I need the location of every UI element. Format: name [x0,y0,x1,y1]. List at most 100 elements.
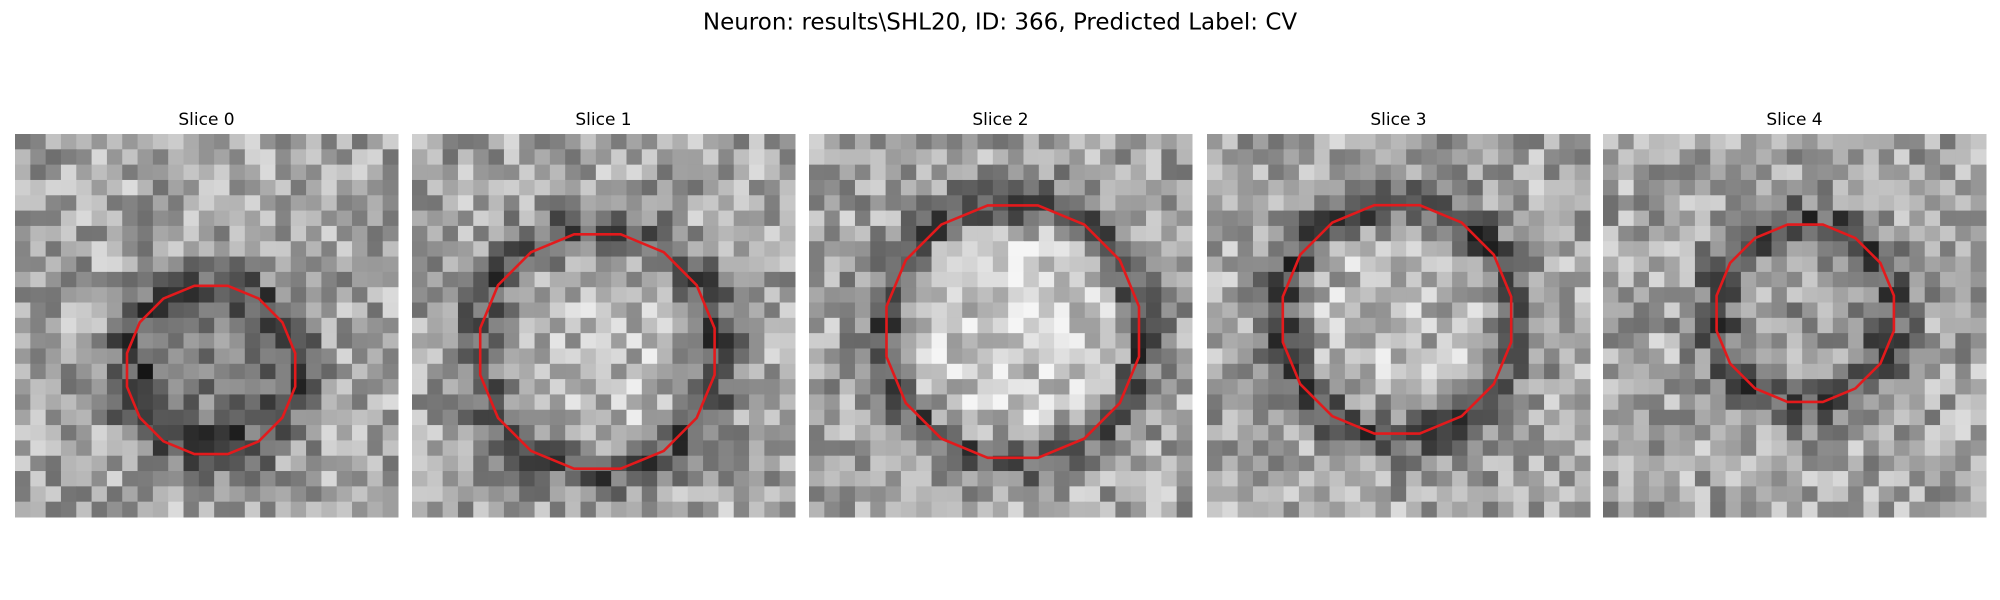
pixel [1924,425,1941,441]
pixel [1054,256,1070,273]
pixel [1498,363,1514,380]
panel-title: Slice 2 [972,110,1028,130]
pixel [870,455,887,472]
pixel [931,134,948,150]
pixel [1970,287,1987,304]
pixel [916,179,933,196]
pixel [900,425,917,441]
pixel [1100,149,1116,166]
pixel [1817,440,1834,457]
pixel [306,440,322,457]
pixel [1664,409,1681,426]
pixel [60,164,77,181]
pixel [306,179,322,196]
pixel [457,455,474,472]
pixel [1863,440,1880,457]
pixel [457,440,474,457]
pixel [779,348,796,365]
pixel [779,149,796,166]
pixel [885,134,902,150]
pixel [275,287,292,304]
pixel [1740,149,1757,166]
pixel [1161,256,1178,273]
pixel [367,149,384,166]
pixel [1222,179,1239,196]
pixel [626,348,643,365]
pixel [1008,409,1024,426]
pixel [687,471,704,487]
pixel [382,210,399,227]
pixel [1130,225,1147,242]
pixel [779,486,796,503]
pixel [1756,333,1773,349]
pixel [306,164,322,181]
pixel [1436,440,1453,457]
pixel [76,210,93,227]
pixel [1283,333,1300,349]
pixel [260,302,276,319]
pixel [1146,409,1162,426]
pixel [779,440,796,457]
pixel [1725,241,1742,258]
pixel [321,287,338,304]
pixel [122,302,139,319]
pixel [1924,210,1941,227]
pixel [1633,455,1650,472]
pixel [641,287,658,304]
pixel [1283,241,1300,258]
pixel [60,501,77,518]
pixel [1344,302,1361,319]
pixel [1207,333,1223,349]
pixel [1268,241,1285,258]
pixel [382,149,399,166]
pixel [1955,379,1972,395]
pixel [1603,225,1619,242]
pixel [1146,486,1162,503]
pixel [442,302,459,319]
pixel [718,149,735,166]
pixel [1802,149,1818,166]
pixel [595,164,612,181]
pixel [1130,501,1147,518]
pixel [595,425,612,441]
pixel [183,394,200,411]
pixel [1176,256,1193,273]
pixel [1648,486,1665,503]
pixel [244,486,261,503]
pixel [1237,225,1254,242]
pixel [1207,256,1223,273]
pixel [1375,333,1392,349]
pixel [442,134,459,150]
pixel [1467,471,1484,487]
pixel [1710,379,1727,395]
pixel [1084,455,1101,472]
pixel [321,409,338,426]
pixel [76,471,93,487]
pixel [1618,409,1635,426]
pixel [336,440,353,457]
pixel [718,471,735,487]
pixel [764,501,781,518]
pixel [1528,287,1545,304]
pixel [1863,179,1880,196]
pixel [1222,195,1239,212]
pixel [1679,379,1696,395]
pixel [1756,363,1773,380]
pixel [595,440,612,457]
pixel [1268,164,1285,181]
pixel [1115,179,1132,196]
pixel [779,134,796,150]
pixel [106,164,123,181]
pixel [809,501,825,518]
pixel [703,363,719,380]
pixel [1375,271,1392,288]
pixel [1817,455,1834,472]
pixel [1756,164,1773,181]
pixel [657,302,673,319]
pixel [1544,271,1560,288]
pixel [718,179,735,196]
pixel [1694,271,1711,288]
pixel [1710,317,1727,334]
pixel [122,363,139,380]
pixel [1130,210,1147,227]
